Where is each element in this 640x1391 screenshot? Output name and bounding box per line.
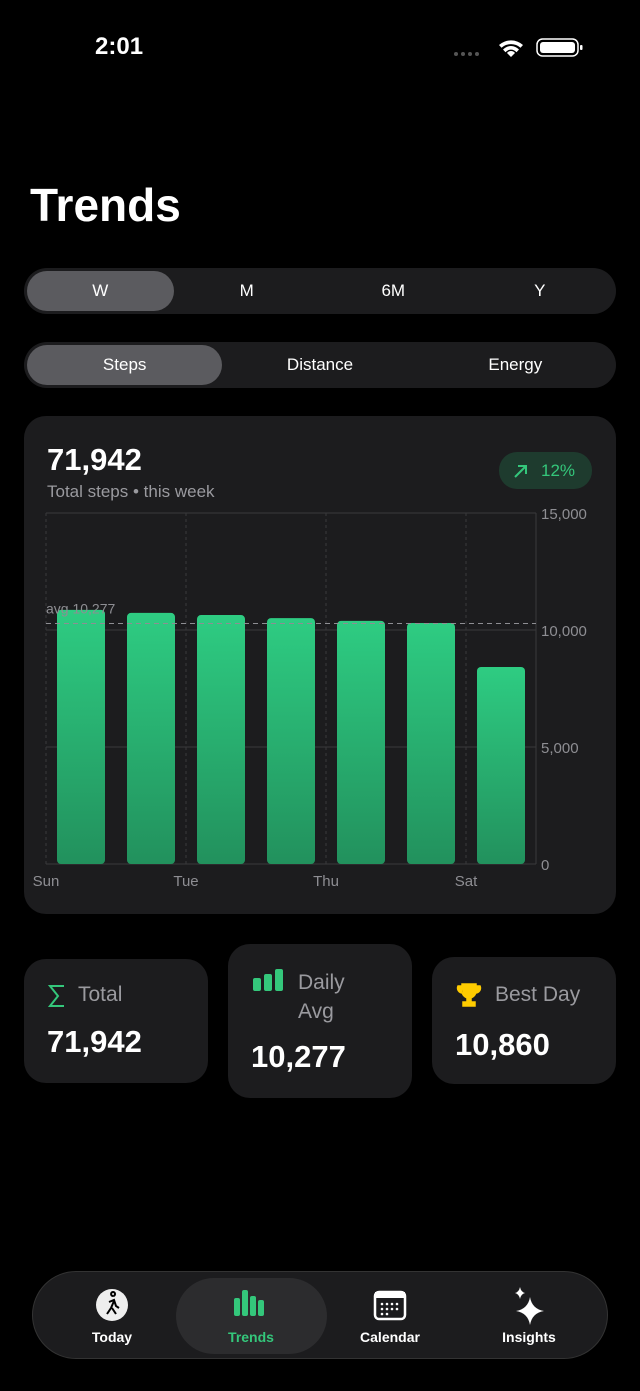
segment-option[interactable]: Y (534, 281, 546, 300)
today-icon (96, 1289, 128, 1321)
y-tick-label: 10,000 (541, 623, 587, 640)
bar (407, 622, 455, 864)
tab-label: Insights (502, 1329, 556, 1345)
stat-label: Best Day (495, 983, 581, 1006)
stat-card: Daily Avg 10,277 (228, 944, 412, 1098)
stat-value: 10,277 (251, 1039, 346, 1074)
metric-selector: Steps Distance Energy (24, 342, 616, 388)
segment-option[interactable]: M (239, 281, 254, 300)
calendar-icon (373, 1290, 407, 1321)
stat-value: 10,860 (455, 1027, 550, 1062)
y-tick-label: 15,000 (541, 506, 587, 523)
segment-option[interactable]: Steps (27, 345, 223, 385)
bar (477, 666, 525, 864)
x-tick-label: Thu (313, 873, 339, 890)
x-tick-label: Tue (173, 873, 198, 890)
trophy-icon (456, 983, 482, 1007)
segment-option[interactable]: Distance (286, 355, 354, 374)
status-icons (454, 38, 583, 57)
range-selector: W M 6M Y (24, 268, 616, 314)
change-value: 12% (541, 461, 576, 480)
sigma-icon (48, 985, 64, 1007)
tab-calendar[interactable]: Calendar (315, 1272, 465, 1360)
tab-today[interactable]: Today (37, 1272, 187, 1360)
x-tick-label: Sat (455, 873, 478, 890)
bar (197, 615, 245, 864)
tab-label: Today (91, 1329, 133, 1345)
average-label: avg 10,277 (46, 601, 115, 617)
total-steps: 71,942 (47, 442, 142, 477)
change-badge: 12% (499, 452, 592, 489)
y-tick-label: 0 (541, 857, 549, 874)
stat-card: Best Day 10,860 (432, 957, 616, 1084)
page-title: Trends (30, 179, 181, 231)
total-caption: Total steps • this week (47, 482, 215, 501)
stat-card: Total 71,942 (24, 959, 208, 1083)
bar (57, 609, 105, 864)
trends-icon (234, 1290, 264, 1316)
stat-value: 71,942 (47, 1024, 142, 1059)
selected-tab-highlight (176, 1278, 327, 1354)
x-tick-label: Sun (33, 873, 60, 890)
status-time: 2:01 (95, 33, 144, 60)
stat-label: Total (78, 983, 123, 1006)
y-tick-label: 5,000 (541, 740, 579, 757)
insights-icon (515, 1287, 544, 1325)
trend-arrow-icon (514, 465, 527, 478)
steps-chart: 0 5,000 10,000 15,000 Sun Tue Thu Sat avg 10,277 (33, 506, 587, 890)
bar (127, 612, 175, 864)
tab-bar: Today Trends Calendar Insights (32, 1271, 608, 1359)
bar (267, 618, 315, 864)
tab-label: Calendar (360, 1329, 420, 1345)
segment-option[interactable]: 6M (381, 281, 406, 300)
bar (337, 620, 385, 864)
segment-option[interactable]: W (27, 271, 174, 311)
tab-insights[interactable]: Insights (454, 1272, 604, 1360)
tab-trends[interactable]: Trends (176, 1272, 326, 1360)
tab-label: Trends (228, 1329, 274, 1345)
chart-card: 71,942 Total steps • this week 12% 0 5,00… (24, 416, 616, 914)
stat-label: Daily Avg (298, 971, 345, 1023)
segment-option[interactable]: Energy (488, 355, 543, 374)
bars-icon (253, 969, 283, 991)
